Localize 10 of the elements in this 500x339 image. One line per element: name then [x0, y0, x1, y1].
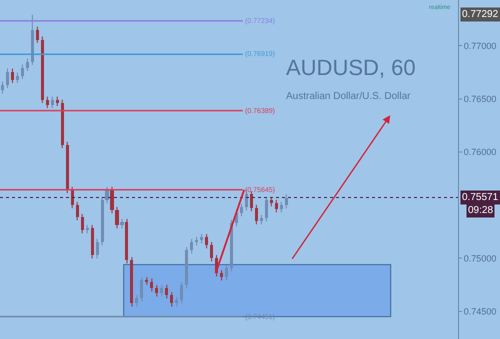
text: 09:28	[468, 205, 494, 216]
y-tick-label: 0.75000	[464, 253, 496, 264]
ref-line-label: 0.75571	[462, 192, 499, 203]
annotation: Australian Dollar/U.S. Dollar	[286, 91, 412, 102]
y-tick-label: 0.76500	[464, 94, 496, 104]
annotation: 0.77292	[462, 9, 499, 20]
y-tick-label: 0.77000	[464, 40, 496, 51]
y-tick-label: 0.74500	[464, 306, 496, 317]
y-tick-label: 0.76000	[464, 147, 496, 158]
annotation: AUDUSD, 60	[286, 55, 416, 80]
